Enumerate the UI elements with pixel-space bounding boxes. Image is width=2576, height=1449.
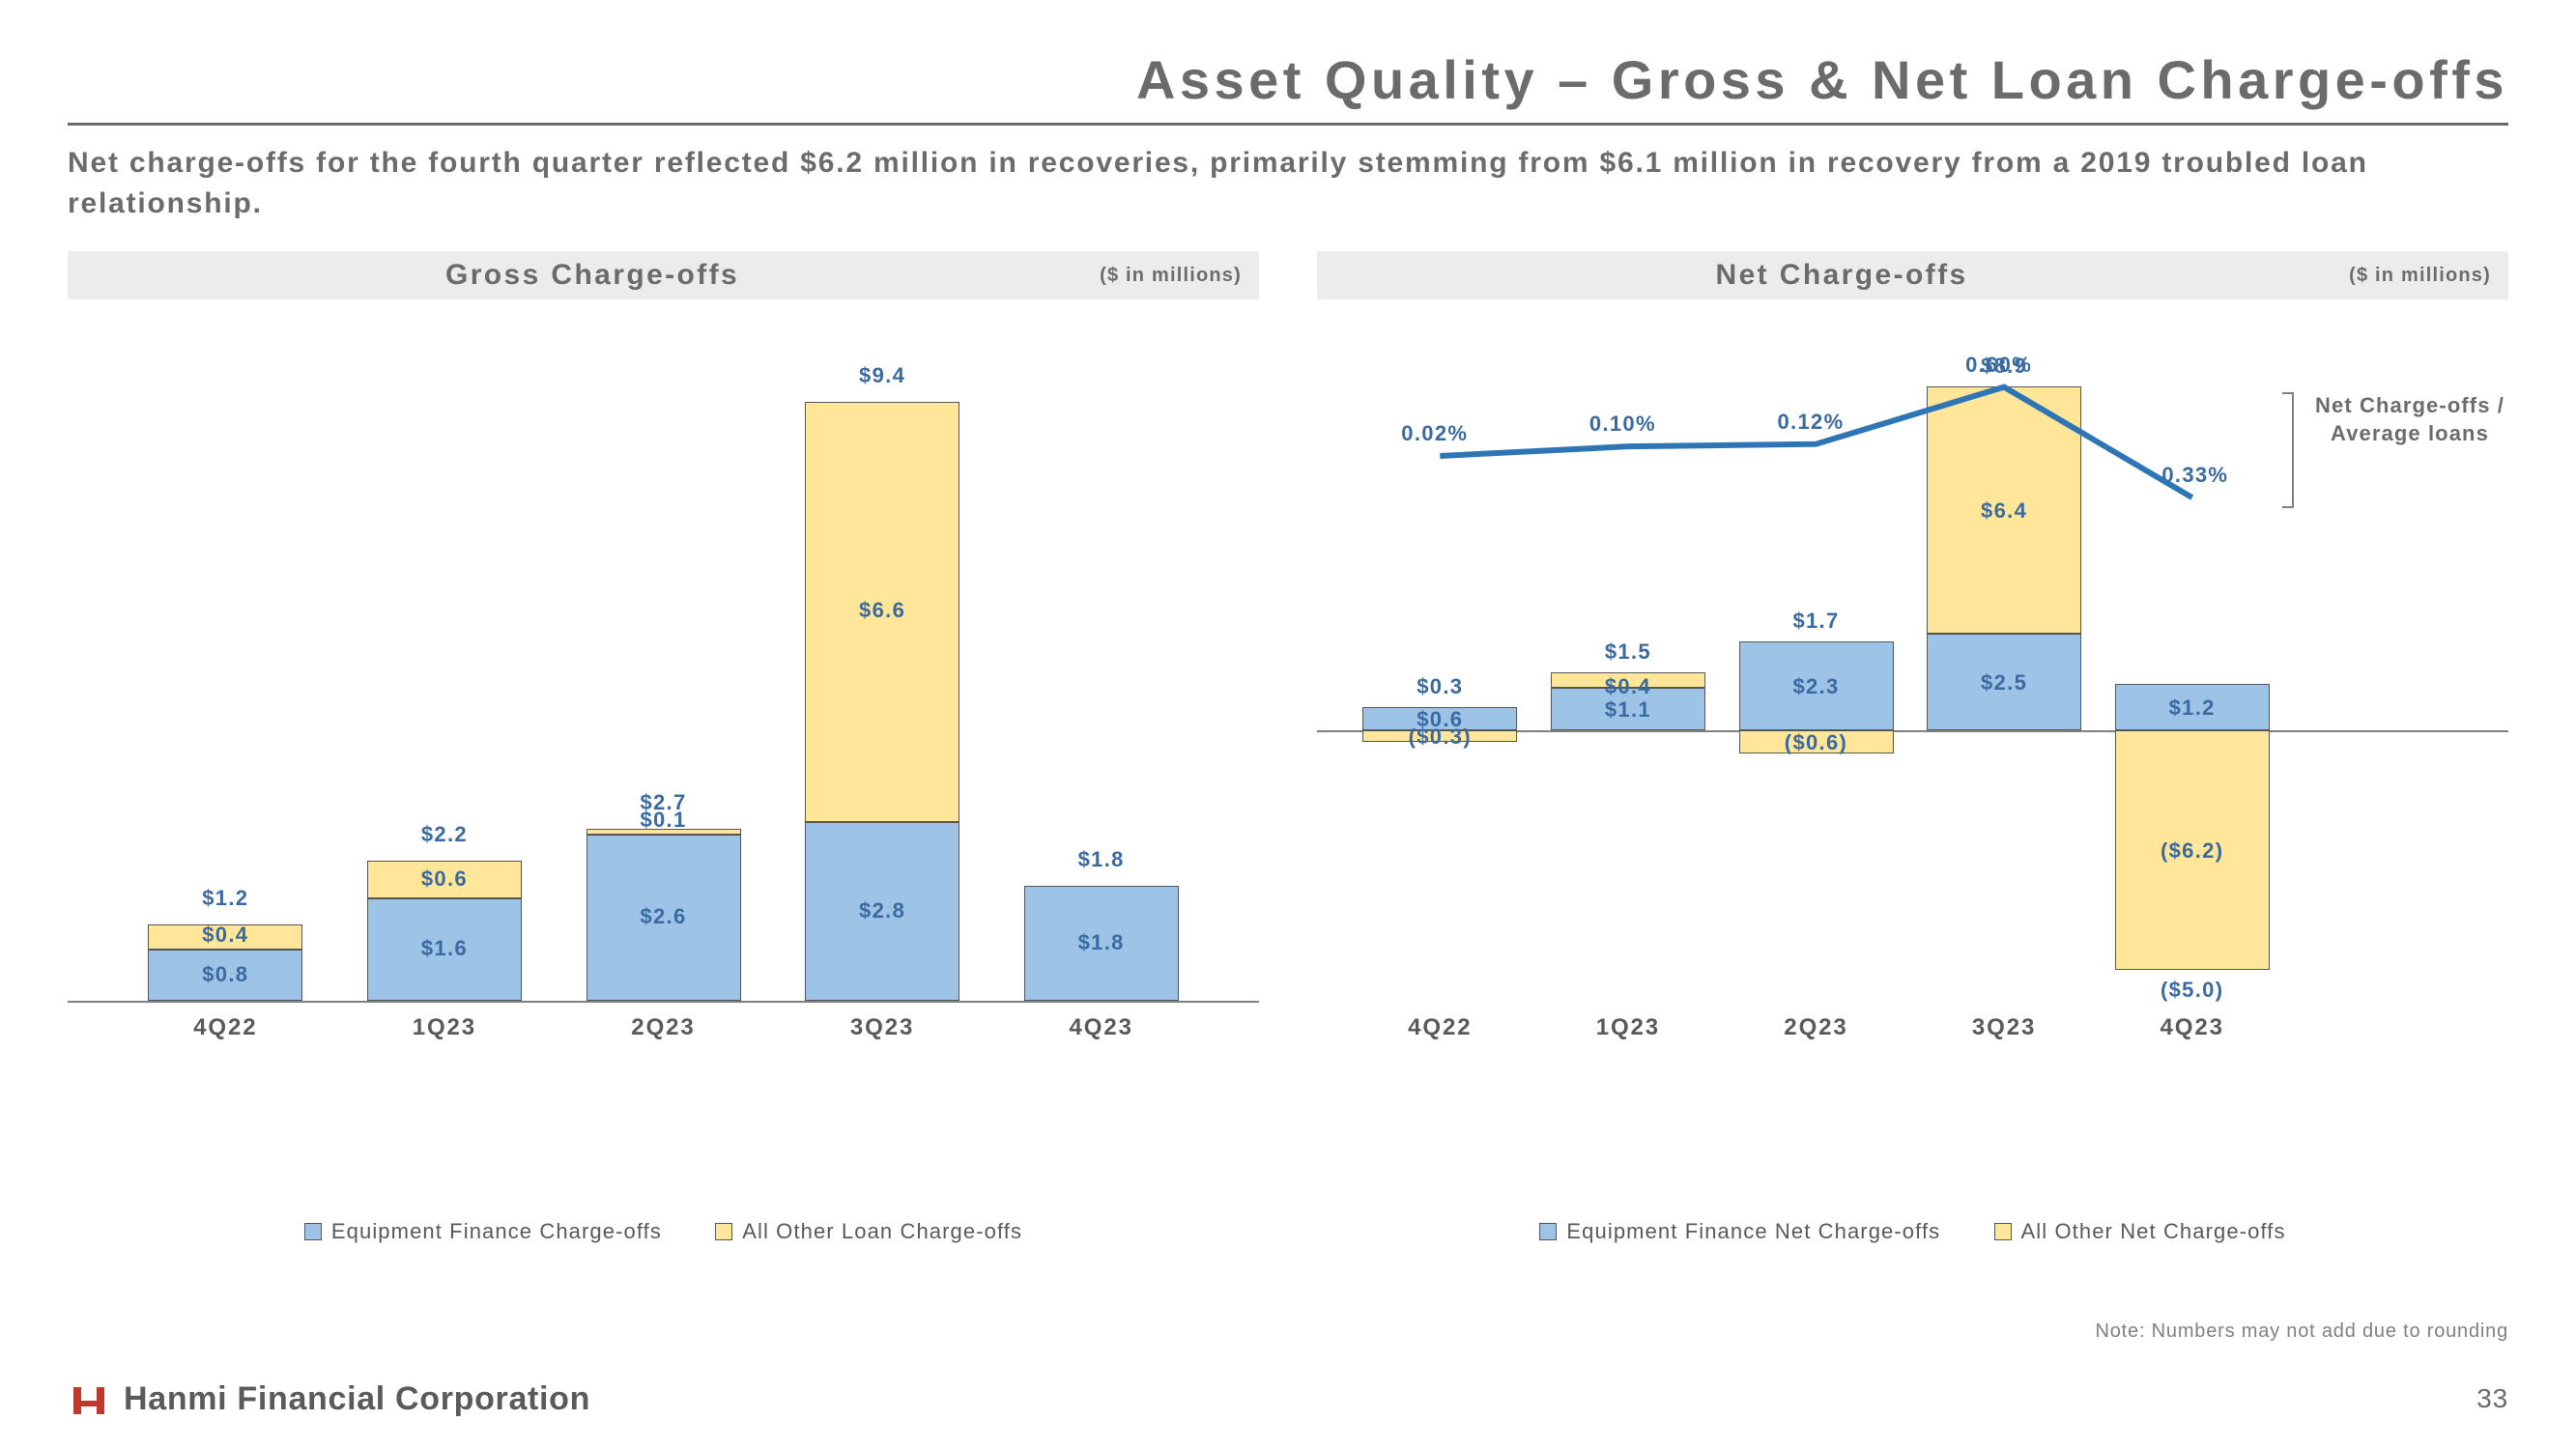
legend-label: Equipment Finance Charge-offs xyxy=(331,1219,662,1244)
bar-total-label: $1.2 xyxy=(148,886,302,911)
bar-value-label: ($6.2) xyxy=(2115,838,2270,864)
category-label: 2Q23 xyxy=(587,1014,741,1041)
gross-chargeoffs-chart: Gross Charge-offs ($ in millions) $0.8$0… xyxy=(68,251,1259,1236)
legend-label: All Other Net Charge-offs xyxy=(2021,1219,2286,1244)
bar-total-label: $2.2 xyxy=(367,822,522,847)
bar-total-label: ($5.0) xyxy=(2115,978,2270,1003)
category-label: 2Q23 xyxy=(1739,1014,1894,1041)
bar-column: $2.8 $6.6 $9.4 xyxy=(805,305,959,1097)
legend-label: Equipment Finance Net Charge-offs xyxy=(1566,1219,1940,1244)
bar-value-label: $1.1 xyxy=(1551,697,1705,723)
chart-legend: Equipment Finance Charge-offs All Other … xyxy=(68,1219,1259,1246)
company-name: Hanmi Financial Corporation xyxy=(124,1380,590,1418)
category-label: 1Q23 xyxy=(367,1014,522,1041)
bar-column: $1.2 ($6.2) ($5.0) xyxy=(2115,305,2270,1097)
line-legend: Net Charge-offs / Average loans xyxy=(2304,392,2516,447)
legend-swatch-yellow xyxy=(1994,1223,2012,1240)
category-label: 4Q22 xyxy=(148,1014,302,1041)
bar-total-label: $1.8 xyxy=(1024,847,1179,872)
bar-total-label: $1.5 xyxy=(1551,639,1705,665)
category-label: 4Q22 xyxy=(1362,1014,1517,1041)
category-label: 1Q23 xyxy=(1551,1014,1705,1041)
page-title: Asset Quality – Gross & Net Loan Charge-… xyxy=(68,48,2508,126)
bar-value-label: $6.6 xyxy=(805,598,959,623)
chart-legend: Equipment Finance Net Charge-offs All Ot… xyxy=(1317,1219,2508,1246)
bar-column: $2.6$0.1$2.7 xyxy=(587,305,741,1097)
bar-value-label: $6.4 xyxy=(1927,498,2081,524)
line-value-label: 0.60% xyxy=(1965,353,2032,378)
bar-value-label: $1.8 xyxy=(1024,930,1179,955)
bar-value-label: $0.6 xyxy=(367,867,522,892)
bar-value-label: $2.5 xyxy=(1927,670,2081,696)
line-value-label: 0.02% xyxy=(1401,421,1468,446)
legend-label: All Other Loan Charge-offs xyxy=(742,1219,1022,1244)
logo-icon xyxy=(68,1378,110,1420)
legend-swatch-yellow xyxy=(715,1223,732,1240)
bar-total-label: $0.3 xyxy=(1362,674,1517,699)
legend-swatch-blue xyxy=(304,1223,322,1240)
bar-value-label: ($0.6) xyxy=(1739,730,1894,755)
bar-value-label: $0.4 xyxy=(1551,674,1705,699)
bar-value-label: $1.6 xyxy=(367,936,522,961)
chart-unit: ($ in millions) xyxy=(2349,265,2491,287)
line-value-label: 0.10% xyxy=(1589,412,1656,437)
bar-total-label: $2.7 xyxy=(587,790,741,815)
bar-column: $0.8 $0.4 $1.2 xyxy=(148,305,302,1097)
bar-value-label: $0.8 xyxy=(148,962,302,987)
line-value-label: -0.33% xyxy=(2154,463,2229,488)
chart-title: Gross Charge-offs xyxy=(85,259,1100,292)
bar-total-label: $9.4 xyxy=(805,363,959,388)
bar-total-label: $1.7 xyxy=(1739,609,1894,634)
category-label: 3Q23 xyxy=(1927,1014,2081,1041)
category-label: 3Q23 xyxy=(805,1014,959,1041)
bar-value-label: $2.6 xyxy=(587,904,741,929)
company-logo: Hanmi Financial Corporation xyxy=(68,1378,590,1420)
net-chargeoffs-chart: Net Charge-offs ($ in millions) Net Char… xyxy=(1317,251,2508,1236)
line-value-label: 0.12% xyxy=(1778,410,1845,435)
bar-column: $1.8 $1.8 xyxy=(1024,305,1179,1097)
page-number: 33 xyxy=(2476,1383,2508,1414)
footnote: Note: Numbers may not add due to roundin… xyxy=(2096,1321,2508,1343)
page-subtitle: Net charge-offs for the fourth quarter r… xyxy=(68,143,2508,224)
bar-value-label: $2.3 xyxy=(1739,674,1894,699)
bar-value-label: $0.4 xyxy=(148,923,302,948)
bar-value-label: $2.8 xyxy=(805,898,959,923)
legend-swatch-blue xyxy=(1539,1223,1557,1240)
bar-column: $2.5$6.4$8.9 xyxy=(1927,305,2081,1097)
category-label: 4Q23 xyxy=(1024,1014,1179,1041)
bar-value-label: $1.2 xyxy=(2115,696,2270,721)
chart-unit: ($ in millions) xyxy=(1100,265,1242,287)
chart-title: Net Charge-offs xyxy=(1334,259,2349,292)
bar-value-label: ($0.3) xyxy=(1362,724,1517,750)
category-label: 4Q23 xyxy=(2115,1014,2270,1041)
bar-column: $1.6 $0.6 $2.2 xyxy=(367,305,522,1097)
